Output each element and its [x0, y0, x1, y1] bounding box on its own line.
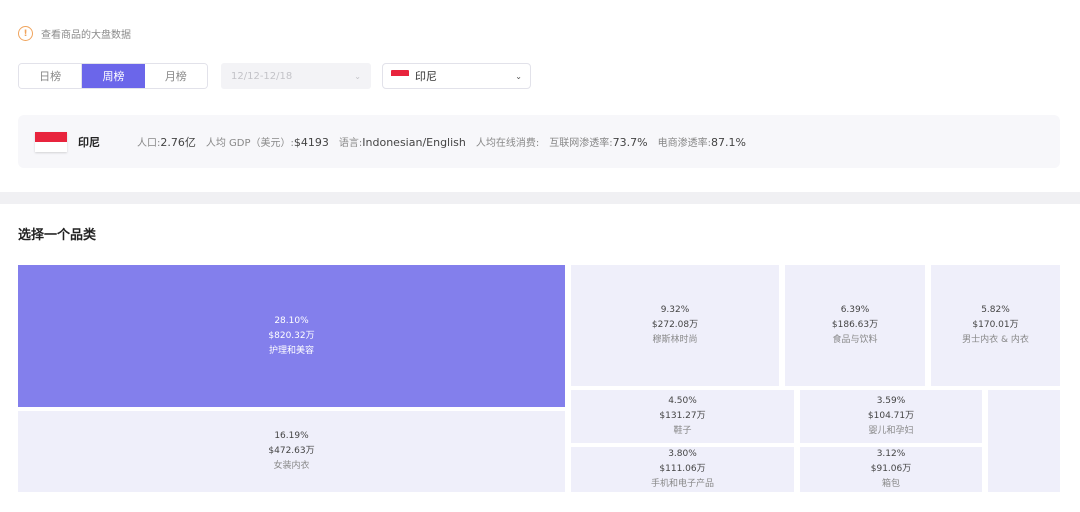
country-select[interactable]: 印尼 ⌄	[382, 63, 531, 89]
category-name: 穆斯林时尚	[652, 335, 698, 345]
category-tile[interactable]: 3.59% $104.71万 婴儿和孕妇	[800, 390, 982, 443]
indonesia-flag-icon	[35, 131, 67, 152]
category-name: 手机和电子产品	[650, 479, 714, 489]
filter-card: ! 查看商品的大盘数据 日榜 周榜 月榜 12/12-12/18 ⌄ 印尼 ⌄ …	[0, 0, 1080, 192]
category-share: 3.59%	[876, 396, 906, 406]
category-name: 鞋子	[673, 426, 692, 436]
category-share: 4.50%	[668, 396, 697, 406]
category-name: 男士内衣 & 内衣	[962, 335, 1029, 345]
tab-daily[interactable]: 日榜	[19, 64, 83, 88]
internet-penetration-stat: 互联网渗透率:73.7%	[549, 136, 648, 149]
gdp-stat: 人均 GDP（美元）:$4193	[205, 136, 329, 149]
section-title: 选择一个品类	[18, 228, 97, 243]
category-amount: $820.32万	[268, 330, 315, 341]
category-share: 6.39%	[840, 305, 870, 315]
category-tile[interactable]: 28.10% $820.32万 护理和美容	[18, 265, 565, 407]
category-share: 3.80%	[668, 449, 697, 459]
info-icon: !	[18, 26, 33, 41]
category-tile[interactable]: 6.39% $186.63万 食品与饮料	[785, 265, 925, 386]
category-name: 婴儿和孕妇	[868, 426, 914, 436]
chevron-down-icon: ⌄	[515, 71, 522, 81]
population-stat: 人口:2.76亿	[137, 135, 196, 149]
category-share: 3.12%	[876, 449, 906, 459]
notice: ! 查看商品的大盘数据	[18, 26, 131, 41]
section-divider	[0, 192, 1080, 204]
period-tabs: 日榜 周榜 月榜	[18, 63, 208, 89]
category-share: 28.10%	[274, 315, 309, 326]
category-name: 女装内衣	[273, 461, 310, 471]
category-amount: $104.71万	[867, 411, 915, 421]
indonesia-flag-icon	[391, 70, 409, 82]
country-info-bar: 印尼 人口:2.76亿 人均 GDP（美元）:$4193 语言:Indonesi…	[18, 115, 1060, 168]
chevron-down-icon: ⌄	[354, 71, 361, 81]
category-tile[interactable]: 5.82% $170.01万 男士内衣 & 内衣	[931, 265, 1060, 386]
tab-weekly[interactable]: 周榜	[82, 64, 145, 88]
notice-text: 查看商品的大盘数据	[41, 30, 131, 41]
category-share: 16.19%	[274, 431, 309, 441]
date-range-value: 12/12-12/18	[231, 70, 293, 82]
category-name: 箱包	[881, 479, 900, 489]
category-amount: $170.01万	[972, 320, 1019, 330]
country-select-value: 印尼	[415, 70, 437, 83]
category-amount: $91.06万	[870, 464, 912, 474]
category-tile[interactable]	[988, 390, 1060, 492]
category-tile[interactable]: 9.32% $272.08万 穆斯林时尚	[571, 265, 779, 386]
category-amount: $186.63万	[831, 320, 879, 330]
category-share: 9.32%	[660, 305, 690, 315]
tab-monthly[interactable]: 月榜	[144, 64, 207, 88]
country-name: 印尼	[78, 135, 100, 149]
category-tile[interactable]: 3.80% $111.06万 手机和电子产品	[571, 447, 794, 492]
category-tile[interactable]: 4.50% $131.27万 鞋子	[571, 390, 794, 443]
category-tile[interactable]: 16.19% $472.63万 女装内衣	[18, 411, 565, 492]
category-tile[interactable]: 3.12% $91.06万 箱包	[800, 447, 982, 492]
language-stat: 语言:Indonesian/English	[338, 136, 466, 149]
online-spend-stat: 人均在线消费:	[475, 138, 540, 149]
category-share: 5.82%	[981, 305, 1010, 315]
category-amount: $111.06万	[659, 464, 706, 474]
category-amount: $472.63万	[268, 446, 315, 456]
category-name: 食品与饮料	[832, 335, 878, 345]
category-amount: $131.27万	[659, 411, 706, 421]
category-name: 护理和美容	[268, 345, 314, 356]
ecommerce-penetration-stat: 电商渗透率:87.1%	[657, 136, 746, 149]
category-amount: $272.08万	[651, 320, 699, 330]
date-range-select[interactable]: 12/12-12/18 ⌄	[221, 63, 371, 89]
